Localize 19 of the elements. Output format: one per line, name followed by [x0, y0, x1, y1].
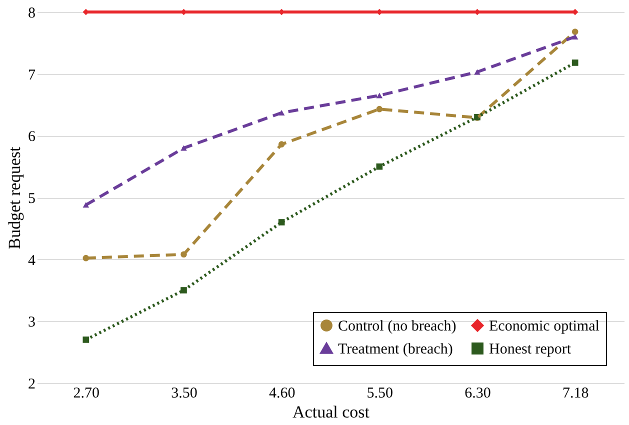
y-tick-label: 6 — [28, 129, 36, 146]
x-tick-label: 5.50 — [366, 386, 394, 402]
x-tick-label: 6.30 — [464, 386, 491, 402]
x-tick-label: 2.70 — [73, 386, 100, 402]
legend-label: Honest report — [489, 342, 572, 358]
legend-label: Control (no breach) — [338, 318, 456, 335]
legend-label: Treatment (breach) — [338, 342, 453, 358]
y-tick-label: 4 — [28, 252, 36, 269]
y-axis-title: Budget request — [5, 146, 24, 250]
y-tick-label: 3 — [28, 314, 36, 331]
y-tick-label: 5 — [28, 191, 36, 207]
x-tick-label: 3.50 — [171, 386, 198, 402]
x-tick-label: 7.18 — [562, 386, 589, 402]
y-tick-label: 8 — [28, 6, 36, 22]
y-tick-label: 2 — [28, 376, 36, 392]
x-tick-label: 4.60 — [268, 386, 296, 402]
x-axis-title: Actual cost — [292, 402, 370, 422]
legend-label: Economic optimal — [489, 318, 600, 335]
y-tick-label: 7 — [28, 67, 36, 84]
